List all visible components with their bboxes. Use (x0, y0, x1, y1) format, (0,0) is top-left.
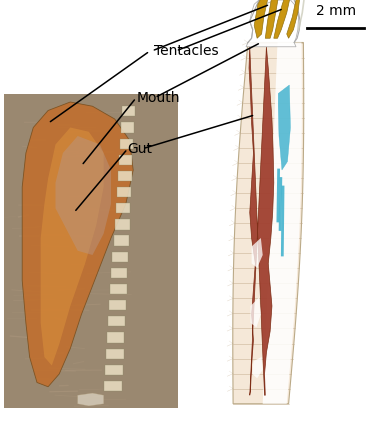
FancyBboxPatch shape (109, 300, 126, 310)
FancyBboxPatch shape (118, 171, 132, 181)
Polygon shape (41, 128, 104, 366)
FancyBboxPatch shape (108, 316, 125, 326)
FancyBboxPatch shape (110, 284, 127, 294)
Polygon shape (265, 0, 279, 38)
Polygon shape (252, 357, 263, 378)
Polygon shape (78, 393, 104, 406)
FancyBboxPatch shape (116, 203, 130, 213)
Text: Gut: Gut (128, 142, 153, 156)
Polygon shape (233, 42, 304, 404)
FancyBboxPatch shape (117, 187, 131, 197)
Polygon shape (246, 0, 299, 47)
FancyBboxPatch shape (119, 155, 132, 165)
Polygon shape (274, 0, 290, 38)
Polygon shape (263, 42, 302, 404)
Polygon shape (249, 47, 274, 395)
Polygon shape (287, 0, 300, 38)
FancyBboxPatch shape (106, 348, 124, 359)
Text: Mouth: Mouth (136, 91, 180, 105)
Polygon shape (250, 298, 261, 327)
Polygon shape (22, 102, 133, 387)
Polygon shape (252, 238, 263, 268)
FancyBboxPatch shape (107, 332, 124, 343)
FancyBboxPatch shape (120, 139, 133, 149)
Polygon shape (56, 136, 111, 255)
FancyBboxPatch shape (112, 252, 128, 262)
Bar (4, 94, 178, 408)
FancyBboxPatch shape (105, 365, 123, 375)
FancyBboxPatch shape (104, 381, 122, 391)
FancyBboxPatch shape (114, 235, 129, 246)
FancyBboxPatch shape (121, 122, 134, 133)
Text: Tentacles: Tentacles (154, 44, 218, 58)
Polygon shape (278, 85, 290, 170)
FancyBboxPatch shape (115, 219, 130, 230)
Polygon shape (254, 0, 268, 38)
FancyBboxPatch shape (122, 106, 135, 116)
Text: 2 mm: 2 mm (316, 4, 356, 18)
FancyBboxPatch shape (111, 268, 127, 278)
